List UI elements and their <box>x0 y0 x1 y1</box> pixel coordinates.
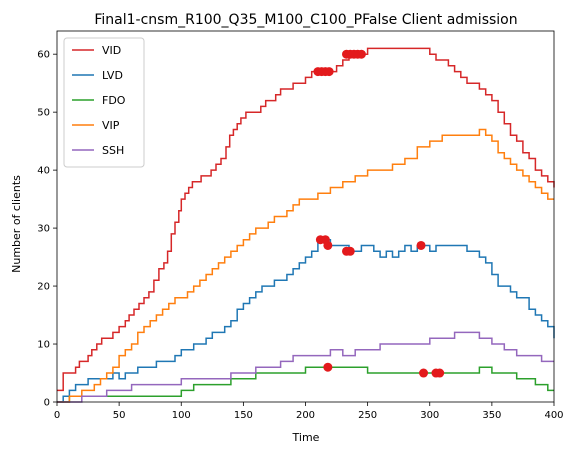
x-axis-label: Time <box>292 431 320 444</box>
marker-point-13 <box>345 246 355 256</box>
x-tick-label-1: 50 <box>113 410 126 421</box>
legend-label-ssh: SSH <box>102 144 124 157</box>
series-line-ssh <box>57 331 554 403</box>
y-tick-label-4: 40 <box>37 166 50 177</box>
plot-area: 0 50 100 150 200 250 300 350 400 0 10 20 30 40 50 60 <box>37 30 564 421</box>
marker-point-14 <box>416 240 426 250</box>
marker-point-8 <box>356 49 366 59</box>
marker-point-18 <box>435 368 445 378</box>
y-tick-label-2: 20 <box>37 282 50 293</box>
series-line-fdo <box>57 366 554 403</box>
x-tick-label-4: 200 <box>296 410 315 421</box>
x-tick-label-6: 300 <box>420 410 439 421</box>
x-tick-label-3: 150 <box>234 410 253 421</box>
marker-point-3 <box>324 67 334 77</box>
series-line-vip <box>57 128 554 403</box>
x-tick-label-0: 0 <box>54 410 60 421</box>
marker-point-11 <box>323 240 333 250</box>
legend-label-fdo: FDO <box>102 94 126 107</box>
y-tick-label-5: 50 <box>37 108 50 119</box>
x-tick-label-2: 100 <box>172 410 191 421</box>
marker-point-15 <box>323 362 333 372</box>
y-tick-label-6: 60 <box>37 50 50 61</box>
x-tick-label-8: 400 <box>544 410 563 421</box>
series-line-lvd <box>57 238 555 403</box>
y-axis-label: Number of clients <box>10 175 23 273</box>
y-tick-label-3: 30 <box>37 224 50 235</box>
legend: VID LVD FDO VIP SSH <box>63 37 145 168</box>
marker-point-16 <box>419 368 429 378</box>
legend-label-lvd: LVD <box>102 69 123 82</box>
legend-box <box>63 37 145 168</box>
chart-title: Final1-cnsm_R100_Q35_M100_C100_PFalse Cl… <box>94 12 517 28</box>
y-tick-label-0: 0 <box>44 398 50 409</box>
legend-label-vip: VIP <box>102 119 120 132</box>
x-tick-label-5: 250 <box>358 410 377 421</box>
x-tick-label-7: 350 <box>482 410 501 421</box>
y-tick-label-1: 10 <box>37 340 50 351</box>
legend-label-vid: VID <box>102 44 121 57</box>
series-line-vid <box>57 47 555 392</box>
